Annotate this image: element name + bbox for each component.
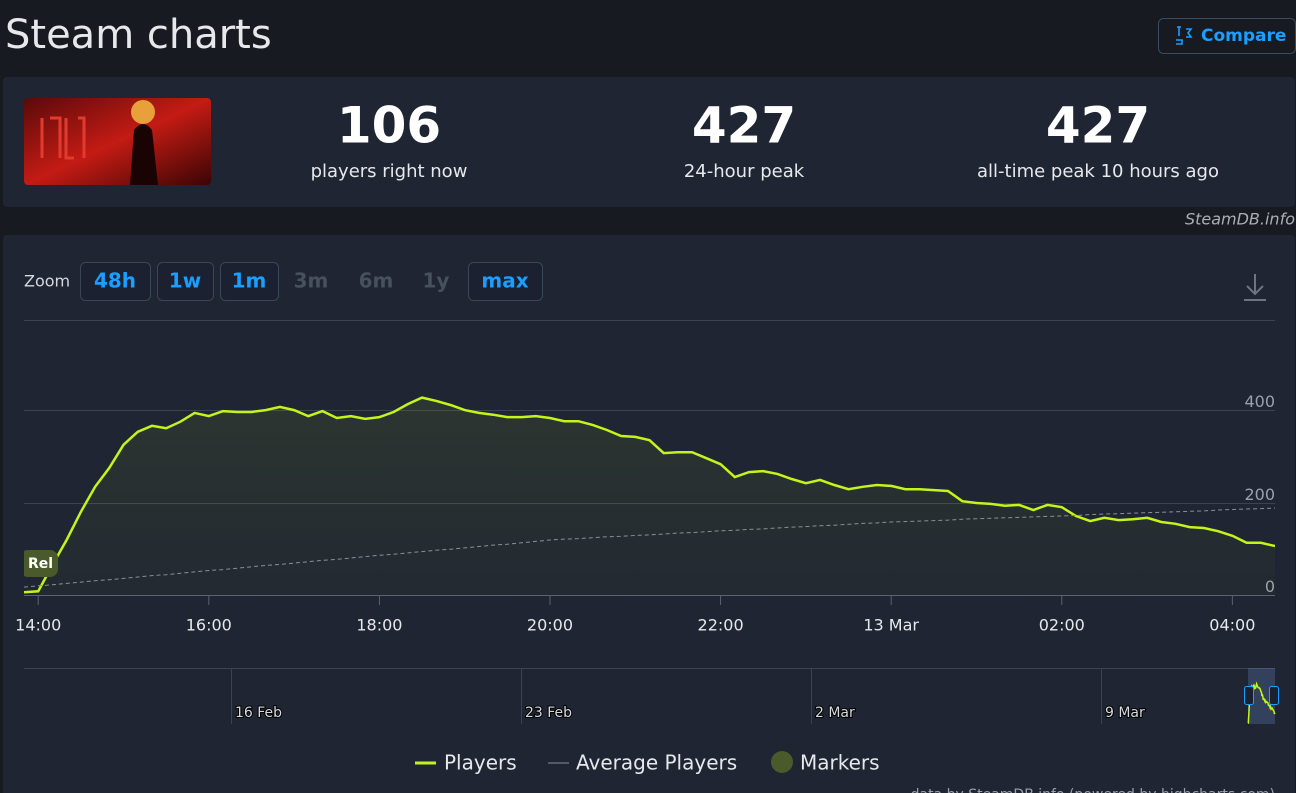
- zoom-button-label: 6m: [359, 269, 394, 293]
- zoom-button-label: 3m: [294, 269, 329, 293]
- zoom-button-label[interactable]: max: [481, 269, 528, 293]
- x-tick-label: 13 Mar: [863, 616, 919, 635]
- navigator-handle[interactable]: [1269, 686, 1279, 705]
- compare-icon: [1176, 26, 1193, 45]
- page-title: Steam charts: [5, 12, 272, 58]
- zoom-button-label[interactable]: 1w: [169, 269, 201, 293]
- compare-button[interactable]: Compare: [1158, 18, 1296, 54]
- navigator-label: 9 Mar: [1105, 705, 1145, 721]
- navigator-handle[interactable]: [1244, 686, 1254, 705]
- series-layer: Rel: [20, 396, 1275, 595]
- zoom-button-label[interactable]: 48h: [94, 269, 136, 293]
- download-icon[interactable]: [1244, 274, 1266, 301]
- navigator-label: 16 Feb: [235, 705, 282, 721]
- game-image-logo: [40, 116, 86, 160]
- players-area: [24, 397, 1275, 595]
- series-line: [24, 396, 1275, 594]
- marker-label: Rel: [28, 556, 53, 572]
- source-label: SteamDB.info: [1185, 210, 1295, 229]
- x-tick-label: 02:00: [1039, 616, 1085, 635]
- game-image-figure: [130, 124, 158, 185]
- zoom-button-label[interactable]: 1m: [232, 269, 267, 293]
- stat-value: 427: [692, 97, 796, 155]
- stat-value: 106: [337, 97, 441, 155]
- legend-swatch: [771, 751, 793, 773]
- legend-item[interactable]: Players: [415, 751, 517, 775]
- stats-card: [3, 77, 1295, 207]
- x-tick-label: 04:00: [1209, 616, 1255, 635]
- navigator-label: 23 Feb: [525, 705, 572, 721]
- stat-label: 24-hour peak: [684, 161, 805, 182]
- marker[interactable]: Rel: [20, 550, 58, 577]
- zoom-button[interactable]: [220, 262, 279, 301]
- y-tick-label: 400: [1244, 392, 1275, 411]
- navigator-label: 2 Mar: [815, 705, 855, 721]
- zoom-button[interactable]: [157, 262, 214, 301]
- compare-label[interactable]: Compare: [1201, 26, 1286, 46]
- zoom-button[interactable]: [80, 262, 151, 301]
- credits: data by SteamDB.info (powered by highcha…: [911, 787, 1275, 793]
- stat-label: players right now: [311, 161, 468, 182]
- x-tick-label: 14:00: [15, 616, 61, 635]
- stat-value: 427: [1046, 97, 1150, 155]
- game-image-halo: [131, 100, 155, 124]
- game-art: [24, 98, 211, 185]
- y-tick-label: 200: [1244, 485, 1275, 504]
- marker-badge: [24, 550, 58, 577]
- series-line: [24, 507, 1275, 588]
- x-tick-label: 18:00: [356, 616, 402, 635]
- legend-label: Markers: [800, 751, 880, 775]
- x-tick-label: 20:00: [527, 616, 573, 635]
- legend-item[interactable]: Markers: [771, 751, 880, 775]
- game-image: [24, 98, 211, 185]
- zoom-button[interactable]: [468, 262, 543, 301]
- x-tick-label: 22:00: [698, 616, 744, 635]
- zoom-label: Zoom: [24, 272, 70, 291]
- x-tick-label: 16:00: [186, 616, 232, 635]
- legend-label: Average Players: [576, 751, 737, 775]
- download-glyph[interactable]: [1244, 274, 1266, 301]
- zoom-button-label: 1y: [423, 269, 450, 293]
- legend-label: Players: [444, 751, 517, 775]
- stat-label: all-time peak 10 hours ago: [977, 161, 1219, 182]
- legend-item[interactable]: Average Players: [548, 751, 737, 775]
